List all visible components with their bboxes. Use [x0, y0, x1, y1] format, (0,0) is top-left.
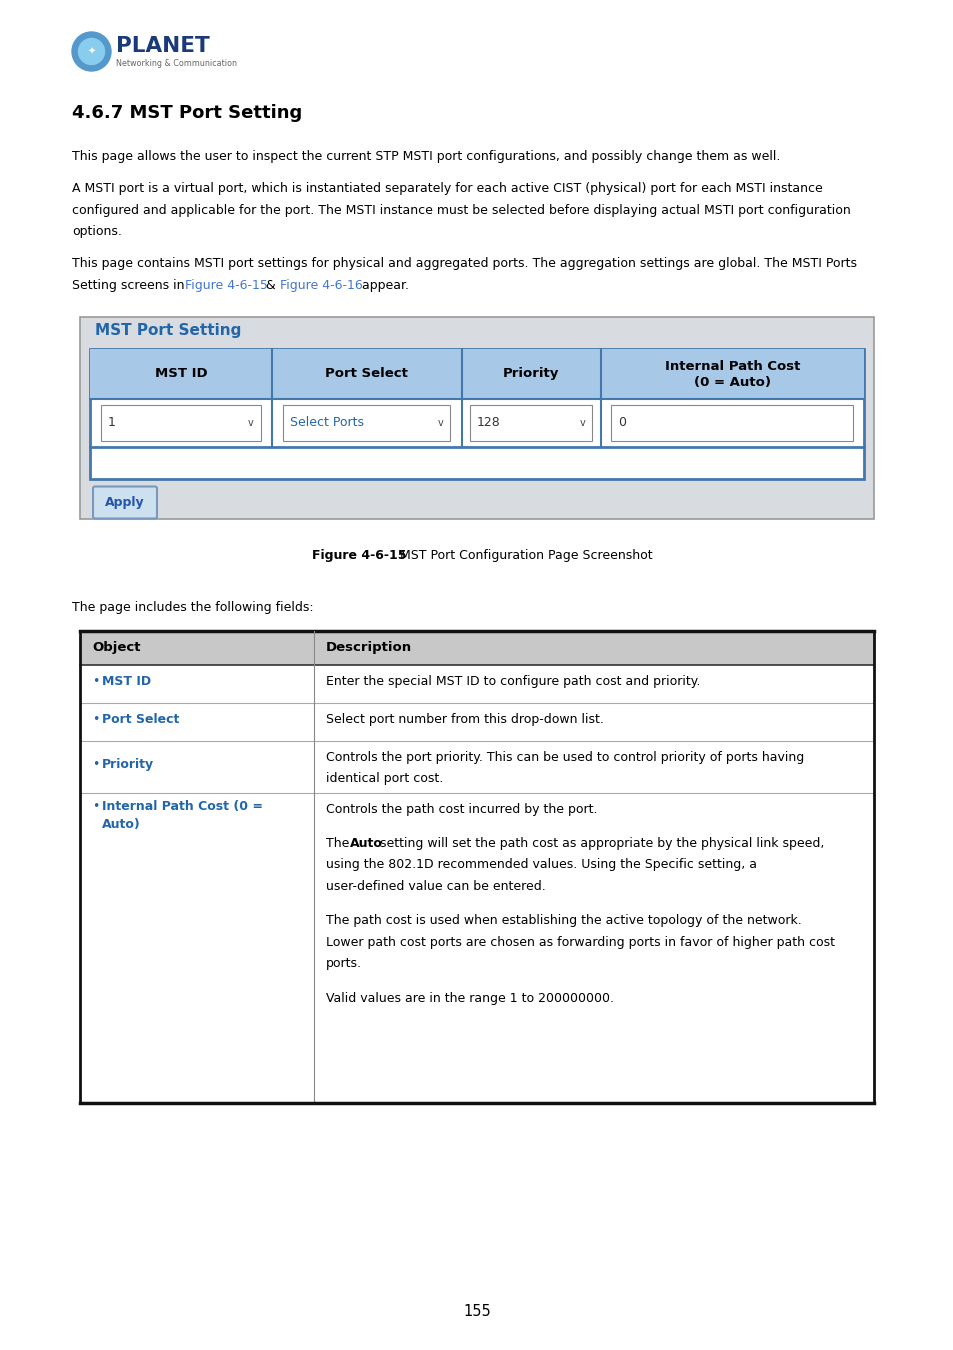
Text: setting will set the path cost as appropriate by the physical link speed,: setting will set the path cost as approp… [375, 837, 823, 850]
Text: 155: 155 [462, 1304, 491, 1319]
Text: (0 = Auto): (0 = Auto) [693, 377, 770, 389]
Text: Auto: Auto [350, 837, 382, 850]
Text: Valid values are in the range 1 to 200000000.: Valid values are in the range 1 to 20000… [326, 992, 614, 1004]
Text: •: • [91, 713, 99, 726]
Text: configured and applicable for the port. The MSTI instance must be selected befor: configured and applicable for the port. … [71, 204, 850, 216]
Text: This page contains MSTI port settings for physical and aggregated ports. The agg: This page contains MSTI port settings fo… [71, 256, 856, 270]
Text: Internal Path Cost: Internal Path Cost [664, 360, 800, 373]
Text: A MSTI port is a virtual port, which is instantiated separately for each active : A MSTI port is a virtual port, which is … [71, 182, 821, 194]
Text: •: • [91, 801, 99, 813]
Text: 1: 1 [108, 416, 115, 429]
Text: Figure 4-6-15: Figure 4-6-15 [312, 548, 406, 562]
Text: 4.6.7 MST Port Setting: 4.6.7 MST Port Setting [71, 104, 302, 122]
Text: ports.: ports. [326, 957, 362, 971]
Text: v: v [579, 417, 585, 428]
Text: MST Port Configuration Page Screenshot: MST Port Configuration Page Screenshot [396, 548, 653, 562]
Text: Priority: Priority [102, 757, 154, 771]
Text: Port Select: Port Select [102, 713, 179, 726]
Text: Auto): Auto) [102, 818, 141, 832]
Text: identical port cost.: identical port cost. [326, 772, 443, 784]
Text: Controls the path cost incurred by the port.: Controls the path cost incurred by the p… [326, 802, 598, 815]
Text: ✦: ✦ [88, 46, 95, 57]
Text: MST ID: MST ID [154, 367, 207, 379]
Text: Object: Object [91, 641, 140, 653]
Text: appear.: appear. [357, 278, 408, 292]
Text: 0: 0 [618, 416, 626, 429]
Text: The path cost is used when establishing the active topology of the network.: The path cost is used when establishing … [326, 914, 801, 927]
Text: PLANET: PLANET [116, 36, 210, 57]
Text: Internal Path Cost (0 =: Internal Path Cost (0 = [102, 801, 263, 813]
FancyBboxPatch shape [611, 405, 853, 440]
Text: options.: options. [71, 225, 122, 238]
Text: •: • [91, 675, 99, 688]
Text: Enter the special MST ID to configure path cost and priority.: Enter the special MST ID to configure pa… [326, 675, 700, 688]
Text: •: • [91, 757, 99, 771]
Text: Figure 4-6-16: Figure 4-6-16 [280, 278, 363, 292]
FancyBboxPatch shape [90, 348, 863, 398]
Text: Select Ports: Select Ports [290, 416, 364, 429]
Text: MST Port Setting: MST Port Setting [95, 323, 241, 338]
Circle shape [78, 39, 105, 65]
Text: Select port number from this drop-down list.: Select port number from this drop-down l… [326, 713, 603, 726]
Text: v: v [248, 417, 253, 428]
FancyBboxPatch shape [283, 405, 450, 440]
Text: using the 802.1D recommended values. Using the Specific setting, a: using the 802.1D recommended values. Usi… [326, 859, 757, 871]
Text: This page allows the user to inspect the current STP MSTI port configurations, a: This page allows the user to inspect the… [71, 150, 780, 163]
Text: Description: Description [326, 641, 412, 653]
Text: The: The [326, 837, 354, 850]
Text: Setting screens in: Setting screens in [71, 278, 189, 292]
Text: Apply: Apply [105, 495, 145, 509]
FancyBboxPatch shape [80, 630, 873, 664]
Text: Networking & Communication: Networking & Communication [116, 58, 236, 68]
FancyBboxPatch shape [80, 316, 873, 518]
FancyBboxPatch shape [90, 348, 863, 478]
Text: Figure 4-6-15: Figure 4-6-15 [185, 278, 268, 292]
Text: Lower path cost ports are chosen as forwarding ports in favor of higher path cos: Lower path cost ports are chosen as forw… [326, 936, 835, 949]
Text: Controls the port priority. This can be used to control priority of ports having: Controls the port priority. This can be … [326, 751, 803, 764]
FancyBboxPatch shape [101, 405, 261, 440]
Text: v: v [436, 417, 442, 428]
Text: The page includes the following fields:: The page includes the following fields: [71, 601, 314, 613]
FancyBboxPatch shape [92, 486, 157, 518]
Text: &: & [262, 278, 280, 292]
Text: user-defined value can be entered.: user-defined value can be entered. [326, 880, 545, 892]
Text: MST ID: MST ID [102, 675, 151, 688]
Text: Priority: Priority [502, 367, 558, 379]
Text: 128: 128 [476, 416, 500, 429]
Text: Port Select: Port Select [325, 367, 408, 379]
FancyBboxPatch shape [470, 405, 592, 440]
Circle shape [71, 32, 111, 72]
